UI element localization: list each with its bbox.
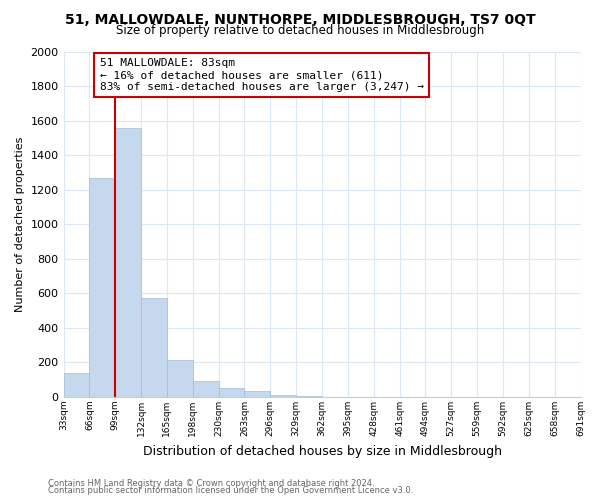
Bar xyxy=(218,388,244,397)
Bar xyxy=(296,396,322,397)
Bar xyxy=(167,360,193,397)
Bar xyxy=(89,178,115,397)
Bar xyxy=(64,373,89,397)
X-axis label: Distribution of detached houses by size in Middlesbrough: Distribution of detached houses by size … xyxy=(143,444,502,458)
Bar xyxy=(115,128,141,397)
Text: Contains public sector information licensed under the Open Government Licence v3: Contains public sector information licen… xyxy=(48,486,413,495)
Text: Contains HM Land Registry data © Crown copyright and database right 2024.: Contains HM Land Registry data © Crown c… xyxy=(48,478,374,488)
Bar xyxy=(193,380,218,397)
Y-axis label: Number of detached properties: Number of detached properties xyxy=(15,136,25,312)
Text: 51 MALLOWDALE: 83sqm
← 16% of detached houses are smaller (611)
83% of semi-deta: 51 MALLOWDALE: 83sqm ← 16% of detached h… xyxy=(100,58,424,92)
Bar xyxy=(271,396,296,397)
Bar xyxy=(244,391,271,397)
Text: 51, MALLOWDALE, NUNTHORPE, MIDDLESBROUGH, TS7 0QT: 51, MALLOWDALE, NUNTHORPE, MIDDLESBROUGH… xyxy=(65,12,535,26)
Bar xyxy=(141,298,167,397)
Text: Size of property relative to detached houses in Middlesbrough: Size of property relative to detached ho… xyxy=(116,24,484,37)
